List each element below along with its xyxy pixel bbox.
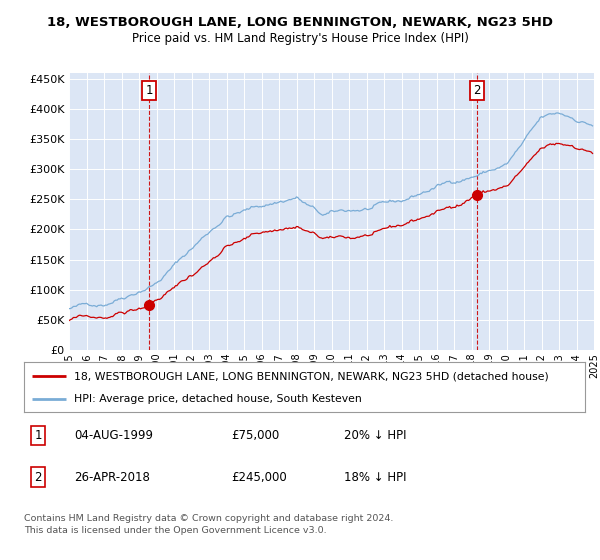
Text: £245,000: £245,000 bbox=[232, 471, 287, 484]
Text: 18% ↓ HPI: 18% ↓ HPI bbox=[344, 471, 406, 484]
Text: 2: 2 bbox=[473, 85, 481, 97]
Text: HPI: Average price, detached house, South Kesteven: HPI: Average price, detached house, Sout… bbox=[74, 394, 362, 404]
Text: £75,000: £75,000 bbox=[232, 429, 280, 442]
Text: 1: 1 bbox=[145, 85, 153, 97]
Text: 18, WESTBOROUGH LANE, LONG BENNINGTON, NEWARK, NG23 5HD (detached house): 18, WESTBOROUGH LANE, LONG BENNINGTON, N… bbox=[74, 371, 549, 381]
Text: Price paid vs. HM Land Registry's House Price Index (HPI): Price paid vs. HM Land Registry's House … bbox=[131, 32, 469, 45]
Text: 2: 2 bbox=[34, 471, 42, 484]
Text: 1: 1 bbox=[34, 429, 42, 442]
Text: 26-APR-2018: 26-APR-2018 bbox=[74, 471, 151, 484]
Text: 04-AUG-1999: 04-AUG-1999 bbox=[74, 429, 154, 442]
Text: 18, WESTBOROUGH LANE, LONG BENNINGTON, NEWARK, NG23 5HD: 18, WESTBOROUGH LANE, LONG BENNINGTON, N… bbox=[47, 16, 553, 29]
Text: Contains HM Land Registry data © Crown copyright and database right 2024.
This d: Contains HM Land Registry data © Crown c… bbox=[24, 514, 394, 535]
Text: 20% ↓ HPI: 20% ↓ HPI bbox=[344, 429, 406, 442]
